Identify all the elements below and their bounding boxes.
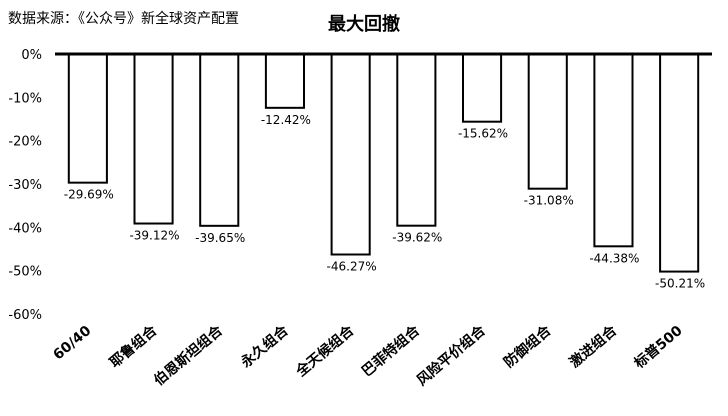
y-tick-label: -60% xyxy=(8,308,42,323)
source-note: 数据来源：《公众号》新全球资产配置 xyxy=(8,11,239,27)
chart-title: 最大回撤 xyxy=(328,14,400,35)
x-tick-label: 永久组合 xyxy=(237,321,292,371)
bar xyxy=(461,53,503,123)
x-tick-label: 防御组合 xyxy=(500,321,555,371)
x-tick-label: 风险平价组合 xyxy=(413,321,489,389)
data-label: -29.69% xyxy=(64,188,114,202)
data-label: -12.42% xyxy=(261,113,311,127)
bar xyxy=(330,53,371,256)
y-tick-label: -40% xyxy=(8,221,42,236)
data-label: -46.27% xyxy=(327,260,377,274)
x-tick-label: 激进组合 xyxy=(566,321,621,371)
bars xyxy=(67,53,700,273)
bar xyxy=(659,53,700,273)
bar xyxy=(133,53,174,225)
data-label: -31.08% xyxy=(524,194,574,208)
x-tick-label: 60/40 xyxy=(50,323,94,364)
data-label: -39.62% xyxy=(392,231,442,245)
x-tick-label: 巴菲特组合 xyxy=(358,321,423,380)
x-tick-label: 耶鲁组合 xyxy=(106,321,161,371)
y-tick-label: -20% xyxy=(8,135,42,150)
bar xyxy=(527,53,568,190)
y-tick-label: -10% xyxy=(8,91,42,106)
data-labels: -29.69% -39.12% -39.65% -12.42% -46.27% -39.6… xyxy=(64,113,705,291)
data-label: -50.21% xyxy=(655,277,705,291)
y-tick-label: 0% xyxy=(21,48,42,63)
data-label: -39.12% xyxy=(129,229,179,243)
bar xyxy=(199,53,240,227)
x-tick-label: 伯恩斯坦组合 xyxy=(151,321,227,389)
x-tick-label: 标普500 xyxy=(630,322,686,373)
bar xyxy=(593,53,634,248)
x-axis-ticks: 60/40 耶鲁组合伯恩斯坦组合 永久组合 全天候组合 巴菲特组合风险平价组合 防御组合激… xyxy=(50,321,686,389)
bar xyxy=(67,53,108,184)
data-label: -15.62% xyxy=(458,127,508,141)
bar xyxy=(396,53,437,227)
x-tick-label: 全天候组合 xyxy=(292,321,358,380)
y-tick-label: -50% xyxy=(8,265,42,280)
data-label: -39.65% xyxy=(195,231,245,245)
bar xyxy=(264,53,306,109)
y-tick-label: -30% xyxy=(8,178,42,193)
data-label: -44.38% xyxy=(589,251,639,265)
y-axis-ticks: 0% -10% -20% -30% -40% -50% -60% xyxy=(8,48,42,323)
